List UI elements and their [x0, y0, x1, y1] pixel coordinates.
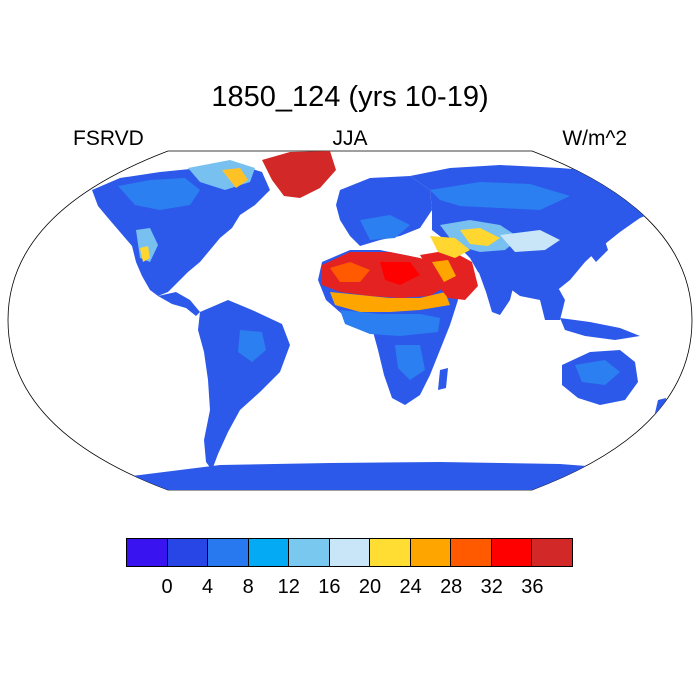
southeast-asia: [535, 280, 565, 320]
colorbar-swatch-4: [289, 539, 330, 566]
colorbar-swatch-1: [167, 539, 209, 566]
colorbar-swatch-8: [451, 539, 492, 566]
south-america: [198, 300, 290, 470]
colorbar-swatch-2: [208, 539, 249, 566]
variable-label: FSRVD: [73, 127, 144, 150]
colorbar-label-4: 4: [202, 576, 214, 598]
greenland: [262, 151, 336, 198]
colorbar-swatch-6: [370, 539, 411, 566]
india: [478, 268, 515, 315]
colorbar-label-20: 20: [358, 576, 382, 598]
japan: [588, 232, 608, 262]
colorbar-swatch-10: [532, 539, 573, 566]
colorbar-swatch-5: [329, 539, 371, 566]
europe: [336, 176, 432, 246]
colorbar-label-36: 36: [521, 576, 544, 598]
colorbar-swatch-0: [127, 539, 168, 566]
colorbar-label-28: 28: [440, 576, 463, 598]
antarctica: [8, 462, 692, 490]
colorbar-label-32: 32: [480, 576, 503, 598]
colorbar-swatch-3: [248, 539, 290, 566]
colorbar-swatch-9: [491, 539, 533, 566]
colorbar-swatch-7: [410, 539, 452, 566]
colorbar: [126, 538, 573, 567]
colorbar-label-16: 16: [318, 576, 341, 598]
season-label: JJA: [332, 127, 368, 150]
colorbar-label-0: 0: [161, 576, 173, 598]
central-america: [158, 292, 200, 316]
map-title: 1850_124 (yrs 10-19): [211, 81, 489, 113]
colorbar-label-12: 12: [277, 576, 300, 598]
units-label: W/m^2: [562, 127, 627, 150]
madagascar: [438, 368, 448, 390]
colorbar-label-24: 24: [399, 576, 422, 598]
colorbar-label-8: 8: [242, 576, 254, 598]
